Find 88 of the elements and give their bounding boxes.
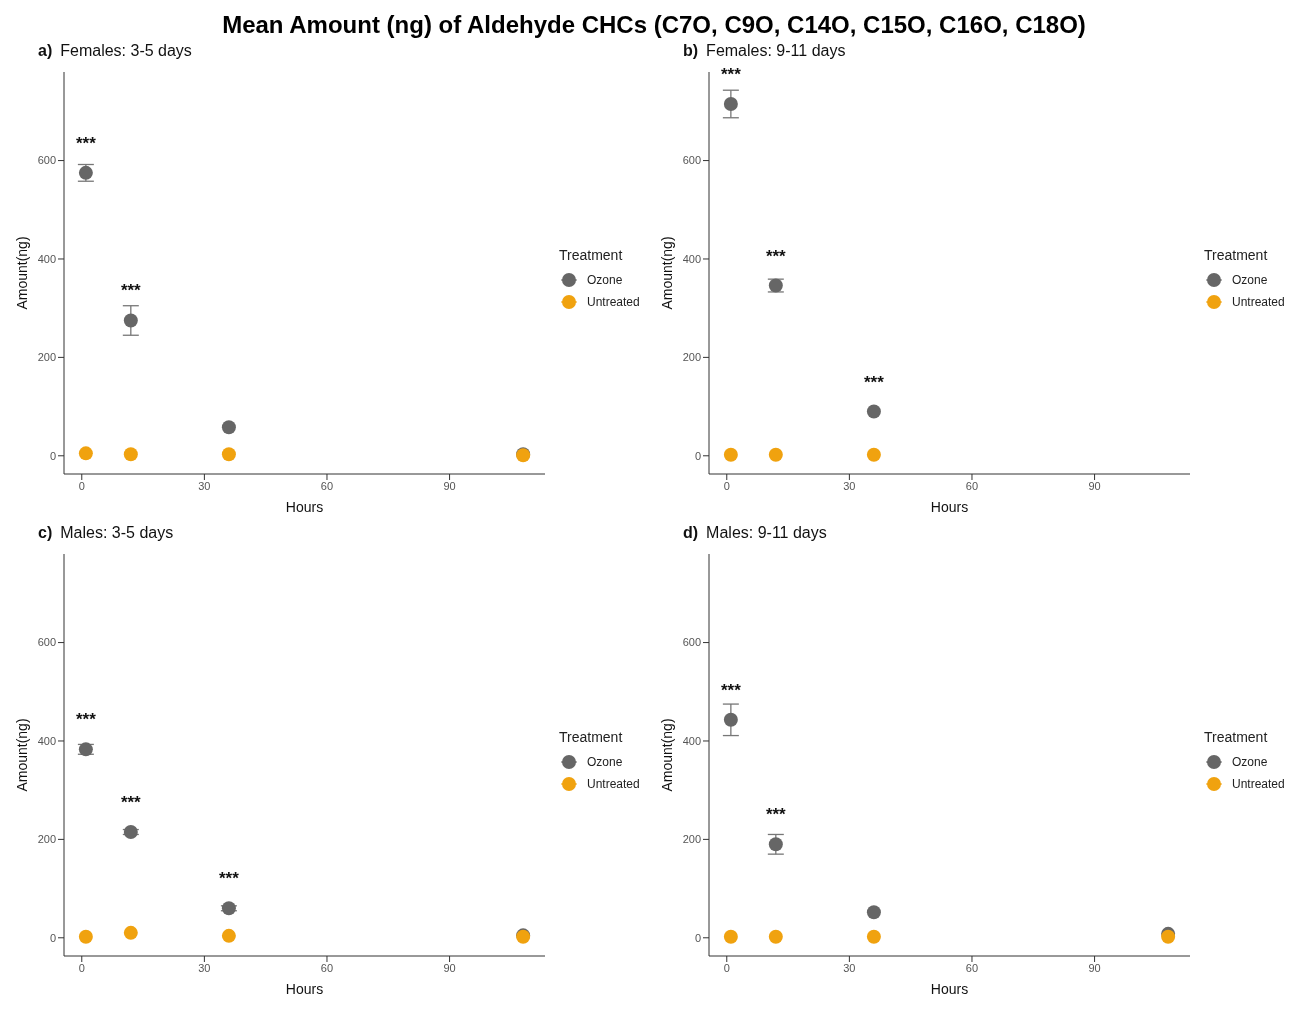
x-tick-label: 30 bbox=[843, 479, 856, 492]
x-tick-label: 90 bbox=[1088, 479, 1101, 492]
point bbox=[723, 447, 738, 462]
legend-label: Ozone bbox=[587, 273, 623, 287]
annotation: *** bbox=[75, 133, 97, 153]
y-tick-label: 400 bbox=[682, 734, 701, 747]
point bbox=[221, 420, 236, 435]
y-axis-title: Amount(ng) bbox=[658, 236, 675, 310]
point bbox=[78, 446, 93, 461]
x-tick-label: 60 bbox=[965, 961, 979, 974]
point bbox=[123, 825, 138, 840]
legend-title: Treatment bbox=[1204, 247, 1269, 263]
legend-label: Untreated bbox=[587, 777, 640, 791]
point bbox=[123, 313, 138, 328]
x-tick-label: 60 bbox=[320, 961, 334, 974]
x-tick-label: 90 bbox=[443, 961, 456, 974]
annotation: *** bbox=[863, 372, 885, 392]
x-axis-title: Hours bbox=[930, 981, 969, 997]
x-tick-label: 30 bbox=[198, 961, 211, 974]
chart-subtitle: d) Males: 9-11 days bbox=[683, 524, 827, 541]
x-tick-label: 30 bbox=[198, 479, 211, 492]
point bbox=[866, 905, 881, 920]
point bbox=[123, 925, 138, 940]
annotation: *** bbox=[720, 680, 742, 700]
point bbox=[723, 96, 738, 111]
annotation: *** bbox=[218, 869, 240, 889]
annotation: *** bbox=[765, 805, 787, 825]
x-tick-label: 0 bbox=[78, 961, 85, 974]
y-tick-label: 200 bbox=[37, 833, 56, 846]
y-tick-label: 600 bbox=[37, 154, 56, 167]
chart-subtitle: a) Females: 3-5 days bbox=[38, 42, 192, 59]
x-tick-label: 60 bbox=[320, 479, 334, 492]
point bbox=[768, 837, 783, 852]
legend-label: Untreated bbox=[1232, 777, 1285, 791]
y-axis-title: Amount(ng) bbox=[13, 718, 30, 792]
x-tick-label: 30 bbox=[843, 961, 856, 974]
y-tick-label: 400 bbox=[37, 734, 56, 747]
point bbox=[221, 901, 236, 916]
y-tick-label: 0 bbox=[694, 449, 701, 462]
point bbox=[221, 928, 236, 943]
point bbox=[768, 447, 783, 462]
y-tick-label: 400 bbox=[37, 252, 56, 265]
legend-title: Treatment bbox=[559, 729, 624, 745]
y-tick-label: 600 bbox=[682, 636, 701, 649]
text: Mean Amount (ng) of Aldehyde CHCs (C7O, C9O, C14O, C15O, C16O, C18O) bbox=[221, 10, 1087, 40]
x-axis-title: Hours bbox=[930, 499, 969, 515]
x-tick-label: 60 bbox=[965, 479, 979, 492]
annotation: *** bbox=[120, 281, 142, 301]
point bbox=[78, 929, 93, 944]
annotation: *** bbox=[720, 64, 742, 84]
point bbox=[723, 929, 738, 944]
legend-label: Ozone bbox=[1232, 273, 1268, 287]
point bbox=[768, 929, 783, 944]
y-tick-label: 200 bbox=[682, 833, 701, 846]
point bbox=[866, 447, 881, 462]
chart-subtitle: c) Males: 3-5 days bbox=[38, 524, 174, 541]
x-tick-label: 90 bbox=[1088, 961, 1101, 974]
y-tick-label: 600 bbox=[37, 636, 56, 649]
y-tick-label: 0 bbox=[49, 931, 56, 944]
y-tick-label: 200 bbox=[682, 351, 701, 364]
x-axis-title: Hours bbox=[285, 499, 324, 515]
point bbox=[866, 929, 881, 944]
y-tick-label: 600 bbox=[682, 154, 701, 167]
y-tick-label: 400 bbox=[682, 252, 701, 265]
legend-label: Untreated bbox=[587, 295, 640, 309]
y-tick-label: 0 bbox=[694, 931, 701, 944]
legend-label: Ozone bbox=[587, 755, 623, 769]
x-tick-label: 0 bbox=[723, 479, 730, 492]
x-tick-label: 0 bbox=[78, 479, 85, 492]
y-axis-title: Amount(ng) bbox=[658, 718, 675, 792]
point bbox=[723, 712, 738, 727]
annotation: *** bbox=[120, 793, 142, 812]
x-axis-title: Hours bbox=[285, 981, 324, 997]
legend-title: Treatment bbox=[559, 247, 624, 263]
annotation: *** bbox=[765, 246, 787, 266]
chart-subtitle: b) Females: 9-11 days bbox=[683, 42, 846, 59]
y-tick-label: 200 bbox=[37, 351, 56, 364]
point bbox=[123, 447, 138, 462]
x-tick-label: 0 bbox=[723, 961, 730, 974]
point bbox=[866, 404, 881, 419]
y-axis-title: Amount(ng) bbox=[13, 236, 30, 310]
point bbox=[221, 447, 236, 462]
legend-title: Treatment bbox=[1204, 729, 1269, 745]
annotation: *** bbox=[75, 710, 97, 730]
legend-label: Ozone bbox=[1232, 755, 1268, 769]
x-tick-label: 90 bbox=[443, 479, 456, 492]
legend-label: Untreated bbox=[1232, 295, 1285, 309]
y-tick-label: 0 bbox=[49, 449, 56, 462]
